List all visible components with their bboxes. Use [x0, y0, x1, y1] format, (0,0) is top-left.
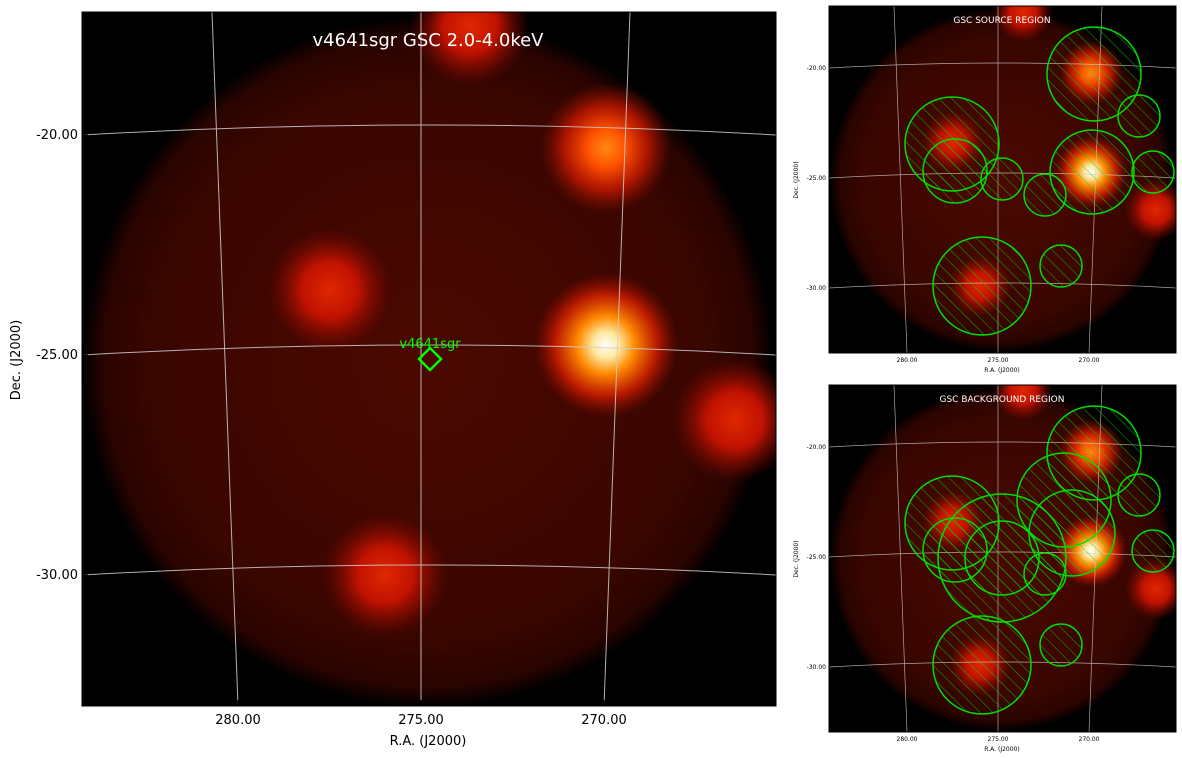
region-circle — [1039, 623, 1083, 667]
x-axis-label: R.A. (J2000) — [984, 367, 1019, 374]
region-circle — [1131, 529, 1175, 573]
source-marker — [417, 346, 443, 372]
ytick-label: -25.00 — [807, 175, 827, 182]
region-circle — [1131, 150, 1175, 194]
region-circle — [932, 615, 1032, 715]
xtick-label: 275.00 — [988, 736, 1009, 743]
ytick-label: -20.00 — [807, 444, 827, 451]
main-panel: v4641sgr GSC 2.0-4.0keV v4641sgr -20.00 … — [9, 11, 777, 749]
ytick-label: -30.00 — [36, 568, 78, 583]
panel-title: GSC SOURCE REGION — [953, 16, 1050, 26]
source-blobs — [268, 12, 776, 637]
background-region-panel: GSC BACKGROUND REGION -20.00 -25.00 -30.… — [793, 384, 1177, 753]
source-blob — [1125, 558, 1176, 620]
x-axis-label: R.A. (J2000) — [984, 746, 1019, 753]
region-circle — [922, 138, 988, 204]
xtick-label: 270.00 — [1079, 357, 1100, 364]
ytick-label: -30.00 — [807, 664, 827, 671]
source-blob — [268, 228, 392, 352]
source-blob — [541, 83, 671, 213]
x-axis-label: R.A. (J2000) — [390, 734, 467, 749]
source-label: v4641sgr — [399, 337, 461, 352]
region-circle — [1039, 244, 1083, 288]
ytick-label: -30.00 — [807, 285, 827, 292]
coordinate-grid — [82, 12, 776, 706]
panel-title: GSC BACKGROUND REGION — [940, 395, 1065, 405]
source-blob — [323, 513, 447, 637]
diamond-marker-icon — [417, 346, 443, 372]
xtick-label: 270.00 — [1079, 736, 1100, 743]
xtick-label: 275.00 — [988, 357, 1009, 364]
region-circle — [980, 157, 1024, 201]
region-circle — [1117, 94, 1161, 138]
region-circle — [1046, 26, 1142, 122]
region-circles — [904, 405, 1175, 715]
source-blob — [1125, 179, 1176, 241]
region-circle — [1049, 129, 1135, 215]
xtick-label: 280.00 — [897, 357, 918, 364]
source-blob — [993, 6, 1053, 42]
region-circle — [1117, 473, 1161, 517]
main-ticks — [82, 134, 605, 706]
source-region-panel: GSC SOURCE REGION -20.00 -25.00 -30.00 2… — [793, 5, 1177, 374]
xtick-label: 275.00 — [398, 713, 444, 728]
main-title: v4641sgr GSC 2.0-4.0keV — [313, 30, 545, 51]
y-axis-label: Dec. (J2000) — [9, 320, 24, 400]
region-circles — [904, 26, 1175, 336]
region-circle — [1028, 489, 1116, 577]
source-blob — [410, 12, 530, 86]
ytick-label: -20.00 — [807, 65, 827, 72]
y-axis-label: Dec. (J2000) — [793, 161, 800, 198]
ytick-label: -20.00 — [36, 128, 78, 143]
ytick-label: -25.00 — [807, 554, 827, 561]
region-circle — [932, 236, 1032, 336]
xtick-label: 270.00 — [581, 713, 627, 728]
source-blob — [673, 358, 776, 482]
y-axis-label: Dec. (J2000) — [793, 540, 800, 577]
source-blob — [993, 385, 1053, 421]
ytick-label: -25.00 — [36, 348, 78, 363]
source-blob — [534, 273, 678, 417]
xtick-label: 280.00 — [215, 713, 261, 728]
xtick-label: 280.00 — [897, 736, 918, 743]
